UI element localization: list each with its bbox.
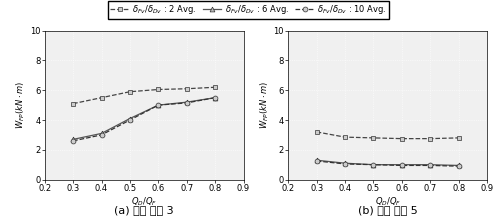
X-axis label: $Q_D/Q_F$: $Q_D/Q_F$ (375, 196, 401, 208)
Text: (b) 주기 비율 5: (b) 주기 비율 5 (358, 205, 417, 215)
Text: (a) 주기 비율 3: (a) 주기 비율 3 (114, 205, 174, 215)
Y-axis label: $W_{FP}(kN\cdot m)$: $W_{FP}(kN\cdot m)$ (258, 81, 271, 129)
X-axis label: $Q_D/Q_F$: $Q_D/Q_F$ (131, 196, 157, 208)
Legend: $\delta_{Fv}/\delta_{Dv}$ : 2 Avg., $\delta_{Fv}/\delta_{Dv}$ : 6 Avg., $\delta_: $\delta_{Fv}/\delta_{Dv}$ : 2 Avg., $\de… (108, 1, 389, 19)
Y-axis label: $W_{FP}(kN\cdot m)$: $W_{FP}(kN\cdot m)$ (15, 81, 27, 129)
